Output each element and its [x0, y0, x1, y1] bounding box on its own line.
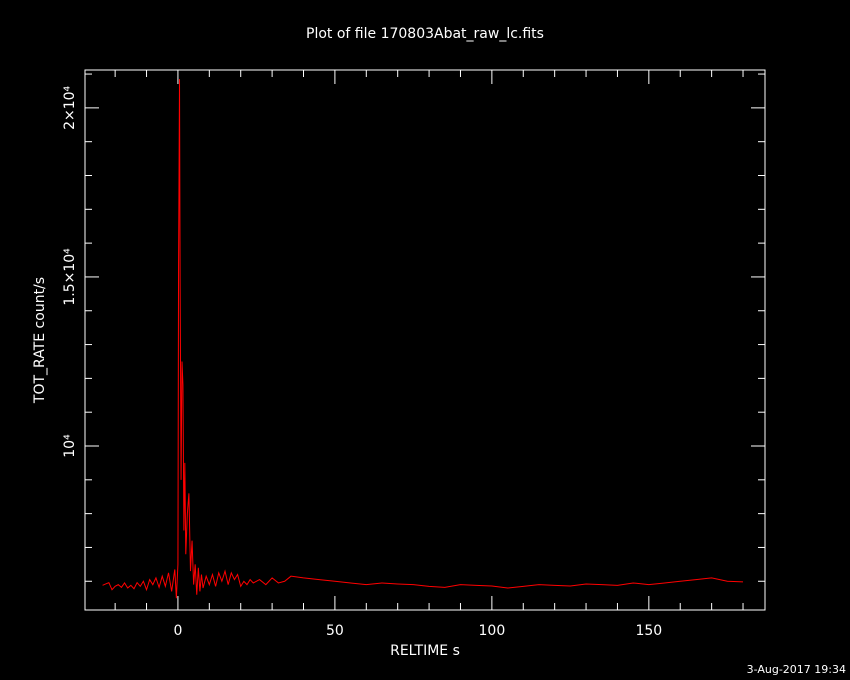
y-tick-label: 1.5×10⁴ [62, 248, 78, 306]
x-tick-label: 0 [173, 623, 182, 639]
axes-frame [84, 69, 766, 611]
x-tick-label: 150 [635, 623, 662, 639]
x-tick-label: 100 [479, 623, 506, 639]
x-tick-label: 50 [326, 623, 344, 639]
data-line [102, 79, 744, 599]
y-tick-label: 2×10⁴ [62, 85, 78, 129]
chart-title: Plot of file 170803Abat_raw_lc.fits [306, 26, 544, 42]
x-axis-label: RELTIME s [390, 643, 460, 659]
y-tick-label: 10⁴ [62, 434, 78, 458]
y-axis-label: TOT_RATE count/s [32, 277, 48, 404]
footer: 3-Aug-2017 19:34 [747, 663, 846, 676]
